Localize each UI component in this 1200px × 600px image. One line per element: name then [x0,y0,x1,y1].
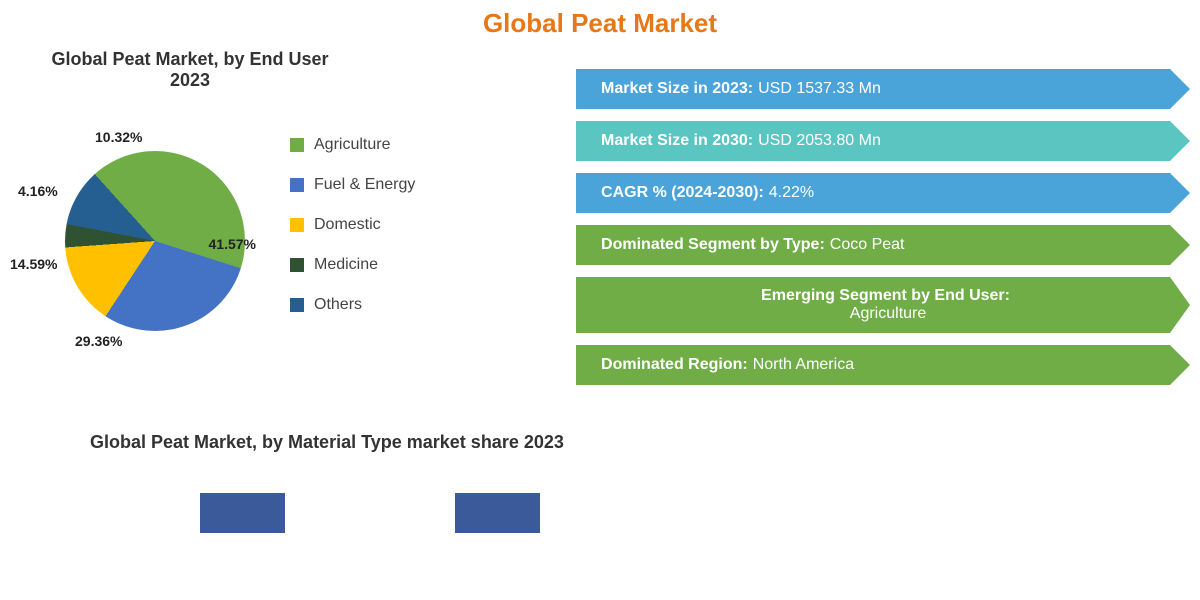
content-row: Global Peat Market, by End User 2023 41.… [0,49,1200,397]
bottom-chart-title: Global Peat Market, by Material Type mar… [90,432,1200,453]
banner-value: Coco Peat [830,236,905,254]
main-title: Global Peat Market [0,0,1200,49]
stat-banner: Dominated Segment by Type: Coco Peat [576,225,1170,265]
pie-title-line1: Global Peat Market, by End User [50,49,330,70]
banner-value: Agriculture [850,305,926,323]
legend-label: Others [314,296,362,314]
pie-slice-label: 4.16% [18,183,58,199]
pie-slice-label: 10.32% [95,129,142,145]
legend-swatch [290,258,304,272]
banner-value: 4.22% [769,184,814,202]
legend-item: Agriculture [290,136,415,154]
banner-label: CAGR % (2024-2030): [601,184,764,202]
banners-section: Market Size in 2023:USD 1537.33 MnMarket… [546,49,1170,397]
stat-banner: Market Size in 2030: USD 2053.80 Mn [576,121,1170,161]
legend-label: Medicine [314,256,378,274]
pie-area: 41.57%29.36%14.59%4.16%10.32% Agricultur… [30,111,546,351]
pie-title-line2: 2023 [50,70,330,91]
legend-swatch [290,178,304,192]
banner-label: Market Size in 2030: [601,132,753,150]
bar [200,493,285,533]
stat-banner: Dominated Region: North America [576,345,1170,385]
pie-slice-label: 41.57% [209,236,256,252]
bars-area [200,483,1200,533]
pie-wrap: 41.57%29.36%14.59%4.16%10.32% [30,111,270,351]
legend-label: Agriculture [314,136,390,154]
legend-label: Fuel & Energy [314,176,415,194]
legend-swatch [290,298,304,312]
pie-section: Global Peat Market, by End User 2023 41.… [30,49,546,397]
legend-swatch [290,218,304,232]
legend-item: Fuel & Energy [290,176,415,194]
bar [455,493,540,533]
stat-banner: CAGR % (2024-2030): 4.22% [576,173,1170,213]
banner-label: Dominated Segment by Type: [601,236,825,254]
banner-label: Market Size in 2023: [601,80,753,98]
banner-label: Dominated Region: [601,356,748,374]
legend-item: Others [290,296,415,314]
legend-swatch [290,138,304,152]
pie-title: Global Peat Market, by End User 2023 [50,49,330,91]
legend-label: Domestic [314,216,381,234]
banner-value: North America [753,356,854,374]
legend: Agriculture Fuel & Energy Domestic Medicine… [270,111,415,351]
stat-banner: Market Size in 2023: USD 1537.33 Mn [576,69,1170,109]
banner-label: Emerging Segment by End User: [761,287,1010,305]
stat-banner: Emerging Segment by End User:Agriculture [576,277,1170,333]
banner-value: USD 2053.80 Mn [758,132,881,150]
pie-slice-label: 14.59% [10,256,57,272]
pie-slice-label: 29.36% [75,333,122,349]
legend-item: Domestic [290,216,415,234]
legend-item: Medicine [290,256,415,274]
banner-value: USD 1537.33 Mn [758,80,881,98]
